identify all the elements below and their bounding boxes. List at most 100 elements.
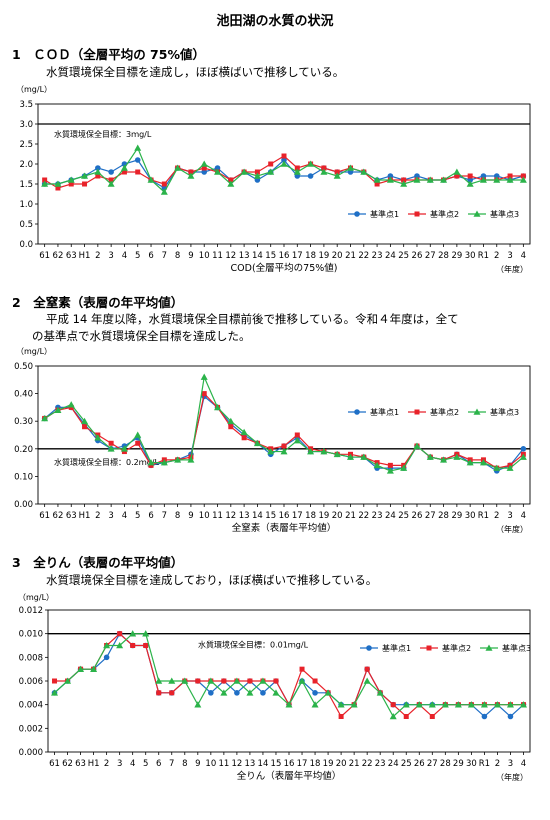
data-point (467, 177, 473, 183)
y-tick-label: 0.008 (19, 653, 43, 663)
x-tick-label: 8 (175, 511, 180, 521)
y-tick-label: 0.30 (14, 417, 33, 427)
x-tick-label: 27 (427, 759, 438, 769)
x-tick-label: 16 (279, 511, 290, 521)
y-unit-label: （mg/L） (16, 85, 52, 94)
data-point (214, 168, 222, 175)
data-point (506, 464, 514, 471)
x-tick-label: H1 (88, 759, 100, 769)
data-point (228, 177, 234, 183)
data-point (400, 464, 408, 471)
data-point (402, 701, 410, 708)
data-point (108, 440, 114, 446)
x-tick-label: 13 (239, 511, 250, 521)
data-point (479, 459, 487, 466)
section-heading-total-phosphorus: 3 全りん（表層の年平均値） (12, 555, 184, 570)
data-point (400, 180, 408, 187)
x-tick-label: 62 (53, 251, 64, 261)
x-tick-label: 6 (156, 759, 161, 769)
x-tick-label: 2 (494, 511, 499, 521)
x-tick-label: H1 (79, 511, 91, 521)
x-tick-label: 24 (385, 511, 396, 521)
data-point (413, 176, 421, 183)
x-tick-label: 21 (349, 759, 360, 769)
data-point (333, 450, 341, 458)
x-tick-label: 2 (95, 511, 100, 521)
legend-marker (414, 211, 420, 217)
data-point (414, 173, 420, 179)
data-point (481, 713, 488, 720)
y-tick-label: 0.004 (19, 701, 43, 711)
legend-marker (366, 645, 372, 651)
data-point (401, 177, 407, 183)
data-point (260, 690, 266, 696)
y-tick-label: 2.0 (19, 160, 33, 170)
x-tick-label: 22 (358, 251, 369, 261)
data-point (285, 701, 293, 708)
x-tick-label: 11 (212, 511, 223, 521)
x-tick-label: 61 (39, 511, 50, 521)
data-point (387, 173, 394, 179)
data-point (41, 414, 49, 422)
data-point (428, 701, 436, 708)
y-tick-label: 0.10 (14, 472, 33, 482)
x-tick-label: 14 (258, 759, 269, 769)
legend-marker (473, 210, 481, 217)
x-tick-label: 12 (231, 759, 242, 769)
data-point (181, 677, 189, 684)
data-point (390, 702, 396, 708)
data-point (479, 176, 487, 183)
data-point (160, 459, 168, 466)
data-point (195, 678, 201, 684)
legend-label: 基準点3 (490, 209, 519, 219)
data-point (259, 677, 267, 684)
data-point (135, 169, 141, 175)
data-point (267, 448, 275, 455)
data-point (200, 373, 208, 380)
data-point (454, 701, 462, 708)
data-point (174, 456, 182, 463)
data-point (135, 440, 141, 446)
data-point (373, 461, 381, 469)
x-axis-title: 全窒素（表層年平均値） (232, 522, 337, 534)
data-point (134, 431, 142, 438)
y-unit-label: （mg/L） (16, 347, 52, 356)
data-point (307, 173, 314, 179)
x-tick-label: 3 (117, 759, 122, 769)
total-nitrogen-chart: （mg/L） 0.00 0.10 0.20 0.30 0.40 0.50 水質環境保全目標：0… (14, 347, 531, 534)
x-tick-label: 30 (465, 251, 476, 261)
x-tick-label: 18 (305, 251, 316, 261)
data-point (134, 157, 141, 163)
cod-chart: （mg/L） 0.0 0.5 1.0 1.5 2.0 2.5 3.0 3.5 水質環境保全目標：3… (16, 85, 531, 274)
data-point (54, 180, 62, 187)
x-tick-label: 30 (466, 759, 477, 769)
data-point (320, 168, 328, 175)
legend-marker (354, 211, 360, 217)
x-tick-label: 4 (521, 511, 526, 521)
legend-label: 基準点1 (370, 407, 399, 417)
data-point (493, 464, 501, 471)
x-tick-label: 63 (66, 511, 77, 521)
x-tick-label: R1 (478, 511, 489, 521)
data-point (273, 678, 279, 684)
x-tick-label: 23 (375, 759, 386, 769)
data-point (95, 165, 101, 171)
x-tick-label: 61 (49, 759, 60, 769)
data-point (116, 642, 124, 649)
data-point (520, 173, 526, 179)
total-phosphorus-chart: （mg/L） 0.000 0.002 0.004 0.006 0.008 0.010 0.01… (18, 593, 531, 782)
x-tick-label: 12 (225, 511, 236, 521)
x-tick-label: 12 (225, 251, 236, 261)
data-point (120, 164, 128, 171)
legend-label: 基準点3 (502, 643, 531, 653)
x-tick-label: 23 (372, 251, 383, 261)
data-point (466, 459, 474, 466)
data-point (67, 176, 75, 183)
data-point (493, 176, 501, 183)
data-point (42, 177, 48, 183)
y-unit-label: （mg/L） (18, 593, 54, 602)
data-point (267, 168, 275, 175)
data-point (360, 168, 368, 175)
x-tick-label: 4 (521, 251, 526, 261)
x-tick-label: 29 (453, 759, 464, 769)
